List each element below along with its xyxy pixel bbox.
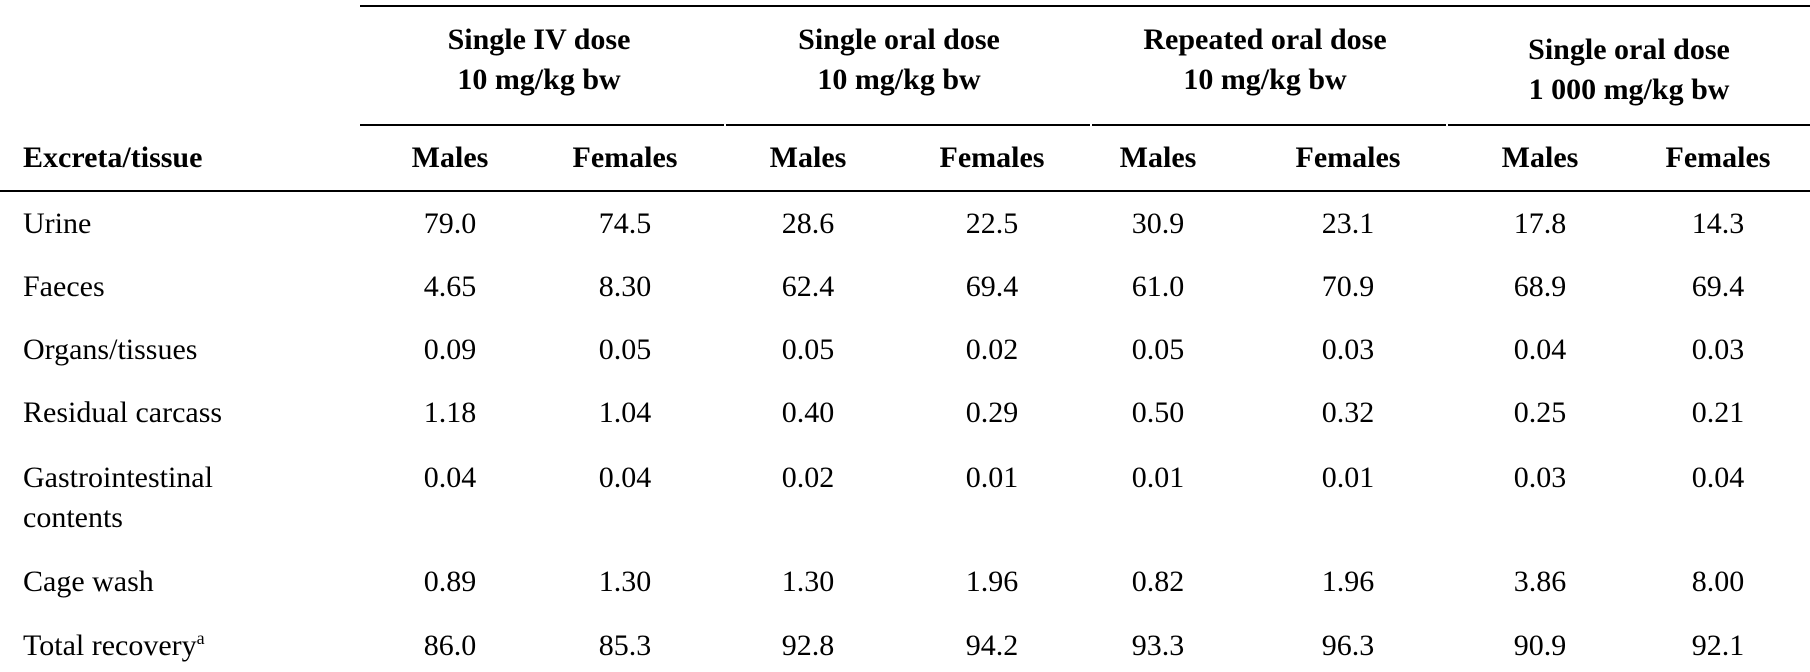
sub-header-females: Females xyxy=(1665,141,1771,174)
table-cell: 0.01 xyxy=(965,461,1019,494)
table-cell: 79.0 xyxy=(423,207,477,240)
table-cell: 90.9 xyxy=(1513,629,1567,662)
row-header-label: Excreta/tissue xyxy=(23,141,203,174)
table-cell: 70.9 xyxy=(1321,270,1375,303)
table-cell: 0.01 xyxy=(1131,461,1185,494)
table-cell: 0.03 xyxy=(1691,333,1745,366)
group-header-line2: 10 mg/kg bw xyxy=(1183,63,1347,96)
row-label: Total recoverya xyxy=(23,626,205,666)
table-cell: 0.29 xyxy=(965,396,1019,429)
table-cell: 1.96 xyxy=(965,565,1019,598)
row-label: Cage wash xyxy=(23,565,154,598)
group-header-single-oral: Single oral dose 10 mg/kg bw xyxy=(720,20,1078,100)
table-cell: 28.6 xyxy=(781,207,835,240)
table-cell: 1.96 xyxy=(1321,565,1375,598)
table-cell: 61.0 xyxy=(1131,270,1185,303)
row-label: Residual carcass xyxy=(23,396,223,429)
table-cell: 4.65 xyxy=(423,270,477,303)
table-cell: 93.3 xyxy=(1131,629,1185,662)
table-cell: 96.3 xyxy=(1321,629,1375,662)
table-cell: 0.03 xyxy=(1513,461,1567,494)
table-cell: 0.82 xyxy=(1131,565,1185,598)
table-cell: 0.32 xyxy=(1321,396,1375,429)
table-cell: 1.04 xyxy=(598,396,652,429)
table-cell: 92.8 xyxy=(781,629,835,662)
header-bottom-rule xyxy=(0,190,1810,192)
row-label: Urine xyxy=(23,207,92,240)
table-cell: 1.18 xyxy=(423,396,477,429)
table-cell: 0.02 xyxy=(965,333,1019,366)
group-header-line1: Single oral dose xyxy=(1528,33,1730,66)
group-header-line2: 10 mg/kg bw xyxy=(457,63,621,96)
group-rule-2 xyxy=(726,124,1090,126)
table-cell: 1.30 xyxy=(598,565,652,598)
table-cell: 23.1 xyxy=(1321,207,1375,240)
table-cell: 30.9 xyxy=(1131,207,1185,240)
table-cell: 0.09 xyxy=(423,333,477,366)
sub-header-males: Males xyxy=(1501,141,1579,174)
table-cell: 0.40 xyxy=(781,396,835,429)
table-cell: 8.00 xyxy=(1691,565,1745,598)
table-cell: 0.04 xyxy=(1513,333,1567,366)
table-cell: 0.21 xyxy=(1691,396,1745,429)
table-cell: 92.1 xyxy=(1691,629,1745,662)
sub-header-females: Females xyxy=(1295,141,1401,174)
table-cell: 0.03 xyxy=(1321,333,1375,366)
table-cell: 69.4 xyxy=(1691,270,1745,303)
table-cell: 14.3 xyxy=(1691,207,1745,240)
group-header-line1: Single oral dose xyxy=(798,23,1000,56)
footnote-marker: a xyxy=(196,628,205,648)
table-cell: 0.04 xyxy=(1691,461,1745,494)
group-rule-4 xyxy=(1448,124,1810,126)
table-cell: 62.4 xyxy=(781,270,835,303)
row-label-line2: contents xyxy=(23,501,123,534)
table-cell: 0.01 xyxy=(1321,461,1375,494)
table-cell: 0.02 xyxy=(781,461,835,494)
group-rule-3 xyxy=(1092,124,1446,126)
row-label: Gastrointestinal contents xyxy=(23,458,213,538)
group-header-single-oral-high: Single oral dose 1 000 mg/kg bw xyxy=(1448,30,1810,110)
table-cell: 8.30 xyxy=(598,270,652,303)
table-cell: 0.89 xyxy=(423,565,477,598)
table-cell: 1.30 xyxy=(781,565,835,598)
group-header-line1: Repeated oral dose xyxy=(1143,23,1387,56)
table-cell: 94.2 xyxy=(965,629,1019,662)
group-header-single-iv: Single IV dose 10 mg/kg bw xyxy=(360,20,718,100)
sub-header-males: Males xyxy=(769,141,847,174)
table-cell: 3.86 xyxy=(1513,565,1567,598)
table-cell: 74.5 xyxy=(598,207,652,240)
table-cell: 0.25 xyxy=(1513,396,1567,429)
table-cell: 0.05 xyxy=(1131,333,1185,366)
group-rule-1 xyxy=(360,124,724,126)
table-cell: 17.8 xyxy=(1513,207,1567,240)
group-header-line2: 1 000 mg/kg bw xyxy=(1528,73,1730,106)
table-cell: 0.50 xyxy=(1131,396,1185,429)
top-rule xyxy=(360,5,1810,7)
row-label: Faeces xyxy=(23,270,105,303)
table-cell: 0.04 xyxy=(598,461,652,494)
table-cell: 85.3 xyxy=(598,629,652,662)
sub-header-females: Females xyxy=(572,141,678,174)
table-cell: 0.05 xyxy=(598,333,652,366)
table-cell: 68.9 xyxy=(1513,270,1567,303)
sub-header-males: Males xyxy=(411,141,489,174)
group-header-line2: 10 mg/kg bw xyxy=(817,63,981,96)
sub-header-males: Males xyxy=(1119,141,1197,174)
table-cell: 69.4 xyxy=(965,270,1019,303)
row-label: Organs/tissues xyxy=(23,333,198,366)
row-label-line1: Gastrointestinal xyxy=(23,461,213,494)
group-header-line1: Single IV dose xyxy=(447,23,631,56)
sub-header-females: Females xyxy=(939,141,1045,174)
table-cell: 0.04 xyxy=(423,461,477,494)
table-cell: 86.0 xyxy=(423,629,477,662)
row-label-text: Total recovery xyxy=(23,629,197,662)
group-header-repeated-oral: Repeated oral dose 10 mg/kg bw xyxy=(1080,20,1450,100)
table-cell: 22.5 xyxy=(965,207,1019,240)
table-cell: 0.05 xyxy=(781,333,835,366)
